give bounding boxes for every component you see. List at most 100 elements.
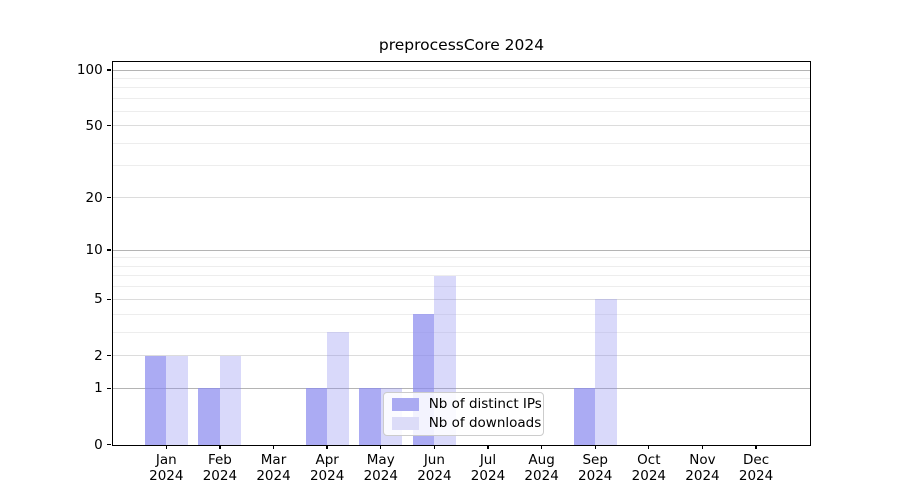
bar-ips-apr bbox=[305, 388, 328, 445]
bar-downloads-jan bbox=[166, 355, 188, 445]
legend-entry-1: Nb of downloads bbox=[391, 415, 541, 431]
gridline-100 bbox=[112, 69, 810, 71]
x-tick-month: Sep bbox=[582, 451, 608, 468]
y-tick-label-100: 100 bbox=[76, 62, 103, 79]
x-tick-mark-sep bbox=[594, 444, 596, 450]
x-tick-mark-aug bbox=[540, 444, 543, 450]
y-tick-mark-10 bbox=[106, 249, 112, 251]
y-tick-mark-20 bbox=[106, 196, 112, 199]
y-tick-label-0: 0 bbox=[94, 436, 103, 453]
gridline-60 bbox=[112, 110, 810, 112]
x-tick-year: 2024 bbox=[578, 467, 613, 484]
legend-swatch-1 bbox=[391, 416, 419, 430]
x-tick-label-apr: Apr 2024 bbox=[292, 452, 362, 484]
y-tick-mark-1 bbox=[106, 387, 112, 390]
x-tick-mark-jul bbox=[487, 444, 489, 450]
gridline-2 bbox=[112, 355, 810, 356]
x-tick-year: 2024 bbox=[417, 467, 452, 484]
x-tick-mark-may bbox=[380, 444, 382, 450]
gridline-30 bbox=[112, 165, 810, 167]
gridline-70 bbox=[112, 98, 810, 100]
gridline-10 bbox=[112, 249, 810, 251]
x-tick-month: Aug bbox=[528, 451, 555, 468]
x-tick-month: Apr bbox=[315, 451, 339, 468]
x-tick-label-oct: Oct 2024 bbox=[614, 452, 684, 484]
bar-ips-jan bbox=[144, 355, 167, 445]
x-tick-mark-nov bbox=[701, 444, 704, 450]
legend: Nb of distinct IPs Nb of downloads bbox=[382, 391, 544, 436]
gridline-6 bbox=[112, 286, 810, 288]
x-tick-mark-feb bbox=[219, 444, 221, 450]
x-tick-year: 2024 bbox=[363, 467, 398, 484]
x-tick-year: 2024 bbox=[202, 467, 238, 484]
axis-labels-layer: 0 1 2 5 10 20 50 100 Jan 2024 Feb 2024 Mar 2024 Apr 202… bbox=[77, 62, 810, 484]
gridline-80 bbox=[112, 87, 810, 89]
bar-ips-may bbox=[359, 388, 381, 445]
x-tick-month: Dec bbox=[743, 451, 770, 468]
x-tick-month: Jun bbox=[423, 451, 445, 468]
gridline-50 bbox=[112, 125, 810, 127]
y-tick-mark-100 bbox=[106, 69, 112, 71]
x-tick-label-jan: Jan 2024 bbox=[131, 452, 201, 484]
y-tick-label-2: 2 bbox=[94, 347, 103, 364]
x-tick-mark-mar bbox=[272, 444, 275, 450]
x-tick-year: 2024 bbox=[524, 467, 559, 484]
x-tick-month: Nov bbox=[689, 451, 716, 468]
x-tick-month: Jul bbox=[479, 451, 497, 468]
y-tick-mark-2 bbox=[106, 354, 112, 357]
bar-downloads-feb bbox=[219, 355, 242, 445]
x-tick-label-jul: Jul 2024 bbox=[453, 452, 523, 484]
gridline-3 bbox=[112, 331, 810, 333]
x-tick-year: 2024 bbox=[309, 467, 345, 484]
gridline-5 bbox=[112, 298, 810, 300]
x-tick-label-may: May 2024 bbox=[346, 452, 416, 484]
x-tick-month: Jan bbox=[155, 451, 177, 468]
y-tick-mark-5 bbox=[106, 298, 112, 300]
y-tick-label-10: 10 bbox=[85, 242, 103, 259]
legend-label-1: Nb of downloads bbox=[428, 415, 542, 432]
x-tick-year: 2024 bbox=[738, 467, 774, 484]
x-tick-year: 2024 bbox=[256, 467, 291, 484]
x-tick-mark-apr bbox=[326, 444, 328, 450]
chart-title: preprocessCore 2024 bbox=[378, 36, 545, 54]
gridline-90 bbox=[112, 78, 810, 80]
x-tick-month: Feb bbox=[207, 451, 232, 468]
x-tick-label-jun: Jun 2024 bbox=[399, 452, 469, 484]
gridline-40 bbox=[112, 142, 810, 144]
axis-ticks-layer bbox=[106, 62, 810, 450]
x-tick-year: 2024 bbox=[685, 467, 720, 484]
y-tick-label-20: 20 bbox=[85, 189, 103, 206]
gridline-20 bbox=[112, 197, 810, 199]
bar-downloads-sep bbox=[595, 299, 617, 445]
x-tick-label-sep: Sep 2024 bbox=[560, 452, 630, 484]
x-tick-month: May bbox=[366, 451, 395, 468]
x-tick-mark-oct bbox=[648, 444, 650, 450]
x-tick-label-mar: Mar 2024 bbox=[239, 452, 309, 484]
x-tick-label-aug: Aug 2024 bbox=[507, 452, 577, 484]
gridline-4 bbox=[112, 313, 810, 315]
gridline-8 bbox=[112, 265, 810, 267]
x-tick-mark-jun bbox=[433, 444, 436, 450]
gridline-1 bbox=[112, 387, 810, 389]
bar-downloads-apr bbox=[327, 332, 349, 445]
x-tick-month: Oct bbox=[637, 451, 661, 468]
x-tick-mark-dec bbox=[755, 444, 757, 450]
x-tick-year: 2024 bbox=[149, 467, 184, 484]
legend-swatch-0 bbox=[391, 397, 419, 411]
gridline-7 bbox=[112, 275, 810, 277]
x-tick-month: Mar bbox=[260, 451, 287, 468]
gridline-9 bbox=[112, 257, 810, 259]
bar-ips-feb bbox=[198, 388, 220, 445]
x-tick-year: 2024 bbox=[470, 467, 506, 484]
x-tick-label-dec: Dec 2024 bbox=[721, 452, 791, 484]
plot-area: 0 1 2 5 10 20 50 100 Jan 2024 Feb 2024 Mar 2024 Apr 202… bbox=[77, 60, 811, 484]
y-tick-label-5: 5 bbox=[94, 291, 103, 308]
x-tick-label-nov: Nov 2024 bbox=[667, 452, 737, 484]
legend-entry-0: Nb of distinct IPs bbox=[391, 396, 542, 412]
legend-label-0: Nb of distinct IPs bbox=[428, 396, 542, 413]
y-tick-mark-0 bbox=[106, 444, 112, 446]
y-tick-mark-50 bbox=[106, 124, 112, 127]
x-tick-label-feb: Feb 2024 bbox=[185, 452, 255, 484]
gridlines-layer bbox=[112, 62, 810, 445]
